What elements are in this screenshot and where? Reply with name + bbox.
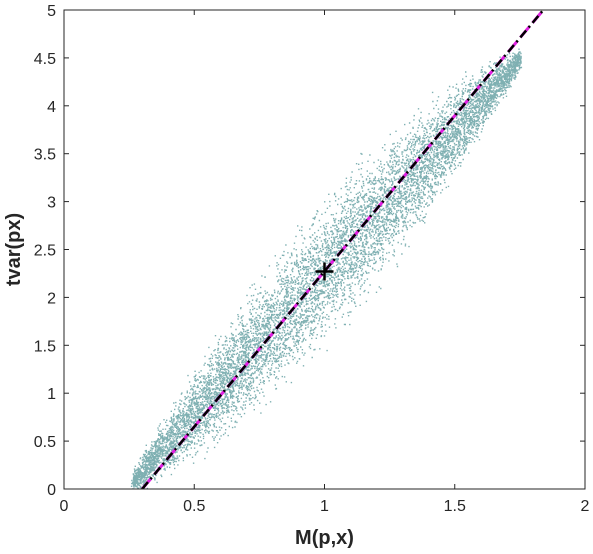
x-tick-label: 2 bbox=[581, 498, 590, 515]
y-tick-label: 5 bbox=[47, 3, 56, 20]
y-tick-label: 3.5 bbox=[34, 147, 56, 164]
y-tick-label: 1 bbox=[47, 386, 56, 403]
x-tick-label: 1 bbox=[320, 498, 329, 515]
scatter-cloud bbox=[130, 48, 523, 489]
y-axis-title: tvar(px) bbox=[3, 213, 25, 286]
x-axis-title: M(p,x) bbox=[295, 527, 354, 549]
plus-marker bbox=[315, 262, 334, 281]
y-tick-label: 0.5 bbox=[34, 434, 56, 451]
x-axis-ticks: 0 0.5 1 1.5 2 bbox=[60, 10, 590, 515]
x-tick-label: 1.5 bbox=[444, 498, 466, 515]
y-tick-label: 4.5 bbox=[34, 51, 56, 68]
x-tick-label: 0.5 bbox=[183, 498, 205, 515]
y-axis-ticks: 0 0.5 1 1.5 2 2.5 3 3.5 4 4.5 5 bbox=[34, 3, 585, 499]
y-tick-label: 4 bbox=[47, 99, 56, 116]
markers bbox=[315, 262, 334, 281]
black-dashdot-line bbox=[141, 10, 545, 489]
y-tick-label: 3 bbox=[47, 195, 56, 212]
x-tick-label: 0 bbox=[60, 498, 69, 515]
y-tick-label: 1.5 bbox=[34, 338, 56, 355]
scatter-points bbox=[130, 48, 523, 489]
y-tick-label: 2.5 bbox=[34, 243, 56, 260]
y-tick-label: 0 bbox=[47, 482, 56, 499]
fit-lines bbox=[141, 10, 545, 489]
y-tick-label: 2 bbox=[47, 290, 56, 307]
